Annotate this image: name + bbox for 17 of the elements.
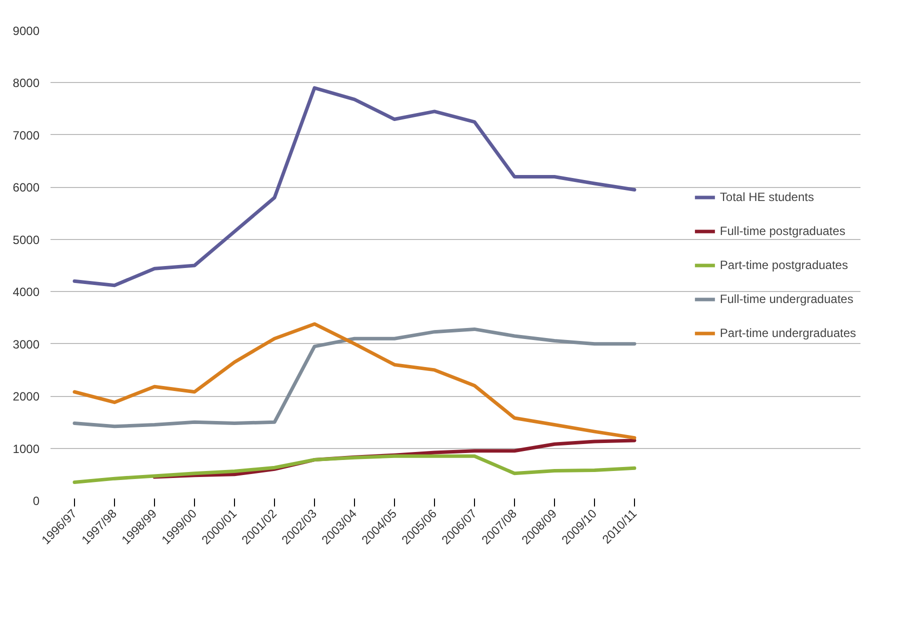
y-tick-label: 8000 xyxy=(12,76,40,90)
y-tick-label: 2000 xyxy=(12,390,40,404)
legend-label: Part-time undergraduates xyxy=(720,326,856,340)
line-series xyxy=(72,86,636,288)
legend-label: Full-time undergraduates xyxy=(720,292,854,306)
y-tick-label: 3000 xyxy=(12,337,40,352)
y-tick-label: 9000 xyxy=(12,24,40,38)
y-tick-label: 0 xyxy=(32,494,40,508)
y-tick-label: 7000 xyxy=(12,128,40,142)
legend-label: Part-time postgraduates xyxy=(720,258,848,272)
y-tick-label: 1000 xyxy=(12,442,40,456)
legend-label: Total HE students xyxy=(720,190,814,204)
legend-label: Full-time postgraduates xyxy=(720,224,846,238)
y-tick-label: 5000 xyxy=(12,232,40,247)
y-tick-label: 6000 xyxy=(12,180,40,195)
y-tick-label: 4000 xyxy=(12,285,40,300)
line-series xyxy=(72,454,636,484)
